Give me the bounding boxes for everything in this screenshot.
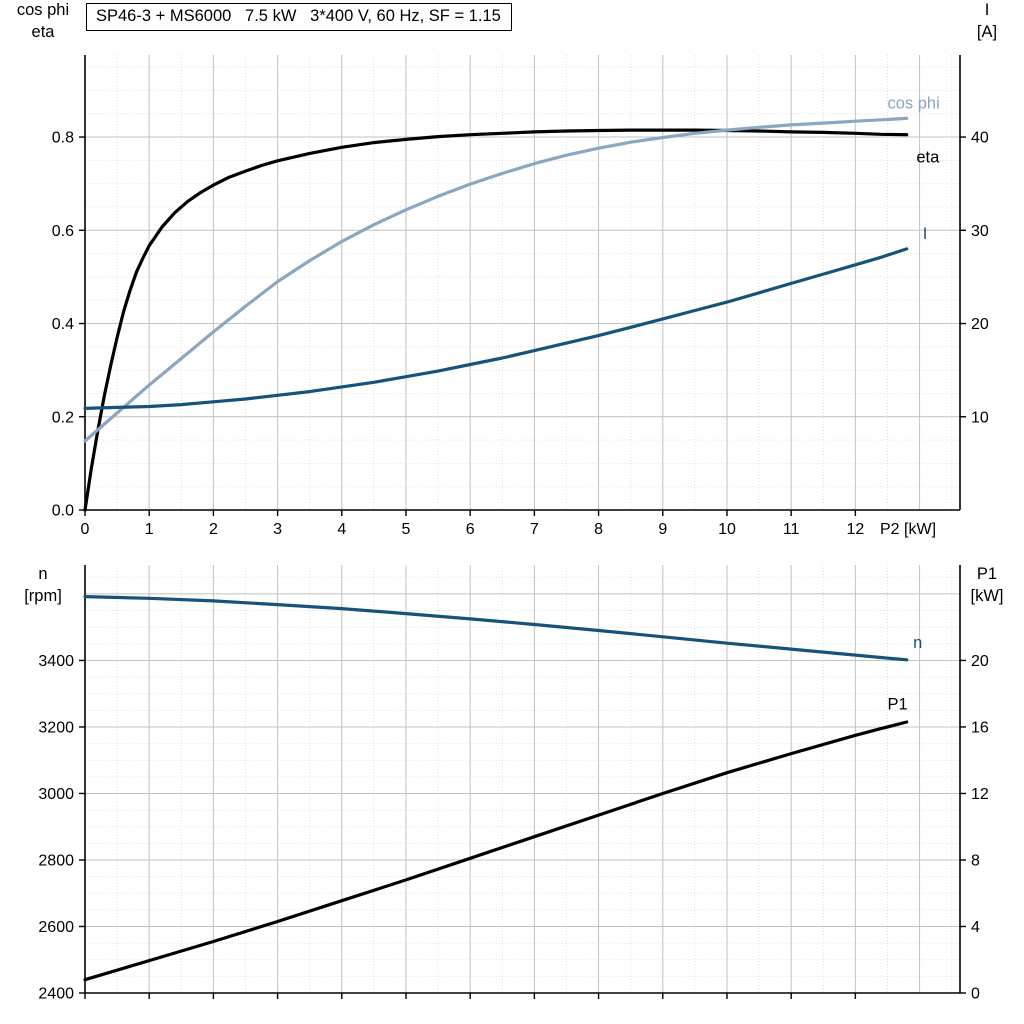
- x-tick-label: 1: [145, 521, 154, 538]
- series-input-power: [83, 720, 909, 982]
- left-tick-label: 2600: [38, 919, 74, 936]
- x-tick-label: 11: [783, 521, 800, 538]
- x-tick-label: 4: [337, 521, 346, 538]
- x-tick-label: 7: [530, 521, 539, 538]
- x-tick-label: 12: [846, 521, 864, 538]
- right-tick-label: 40: [971, 130, 989, 147]
- left-tick-label: 2800: [38, 852, 74, 869]
- right-tick-label: 8: [971, 852, 980, 869]
- right-axis-title: I: [985, 1, 990, 19]
- right-axis-title: [A]: [977, 23, 997, 41]
- right-tick-label: 20: [971, 316, 989, 333]
- right-tick-label: 30: [971, 223, 989, 240]
- tick-labels: 2400 2600 2800 3000 3200 3400 0 4 8 12 16 20 n [rpm] P…: [24, 565, 1003, 1003]
- chart-motor-electrical-curves: 0 1 2 3 4 5 6 7 8 9 10 11 120.00.20.40.60.810203040P…: [17, 1, 997, 538]
- right-tick-label: 16: [971, 719, 989, 736]
- left-tick-label: 0.0: [52, 503, 74, 520]
- left-tick-label: 0.6: [52, 223, 74, 240]
- right-tick-label: 12: [971, 786, 989, 803]
- left-axis-title: n: [38, 565, 47, 583]
- x-tick-label: 9: [658, 521, 667, 538]
- left-tick-label: 3200: [38, 719, 74, 736]
- left-tick-label: 0.4: [52, 316, 74, 333]
- tick-labels: 0 1 2 3 4 5 6 7 8 9 10 11 120.00.20.40.60.810203040P…: [17, 1, 997, 538]
- axes: [84, 565, 961, 994]
- x-tick-label: 6: [466, 521, 475, 538]
- left-tick-label: 2400: [38, 986, 74, 1003]
- left-axis-title: [rpm]: [24, 587, 62, 605]
- right-axis-title: [kW]: [971, 587, 1004, 605]
- x-tick-label: 0: [81, 521, 90, 538]
- right-axis-title: P1: [977, 565, 997, 583]
- left-tick-label: 0.8: [52, 130, 74, 147]
- left-axis-title: eta: [32, 23, 56, 41]
- series-label-eta: eta: [916, 149, 940, 167]
- series-cos-phi: [83, 116, 909, 443]
- left-tick-label: 3400: [38, 653, 74, 670]
- right-tick-label: 0: [971, 986, 980, 1003]
- x-tick-label: 10: [718, 521, 736, 538]
- series-label-cos-phi: cos phi: [887, 94, 939, 112]
- series-eta: [83, 128, 909, 512]
- right-tick-label: 4: [971, 919, 980, 936]
- chart-title: SP46-3 + MS6000 7.5 kW 3*400 V, 60 Hz, S…: [86, 3, 512, 31]
- grid: [85, 565, 960, 993]
- series-label-current: I: [923, 225, 928, 243]
- x-tick-label: 8: [594, 521, 603, 538]
- left-tick-label: 3000: [38, 786, 74, 803]
- axes: [84, 55, 961, 511]
- x-tick-label: 3: [273, 521, 282, 538]
- x-tick-label: 5: [402, 521, 411, 538]
- series-speed: [83, 595, 909, 662]
- x-tick-label: 2: [209, 521, 218, 538]
- series-label-input-power: P1: [887, 696, 907, 714]
- right-tick-label: 20: [971, 653, 989, 670]
- series-current: [83, 247, 909, 410]
- chart-speed-and-input-power-curves: 2400 2600 2800 3000 3200 3400 0 4 8 12 16 20 n [rpm] P…: [24, 565, 1004, 1003]
- left-axis-title: cos phi: [17, 1, 69, 19]
- left-tick-label: 0.2: [52, 409, 74, 426]
- x-axis-title: P2 [kW]: [880, 521, 936, 538]
- series-label-speed: n: [913, 634, 922, 652]
- right-tick-label: 10: [971, 409, 989, 426]
